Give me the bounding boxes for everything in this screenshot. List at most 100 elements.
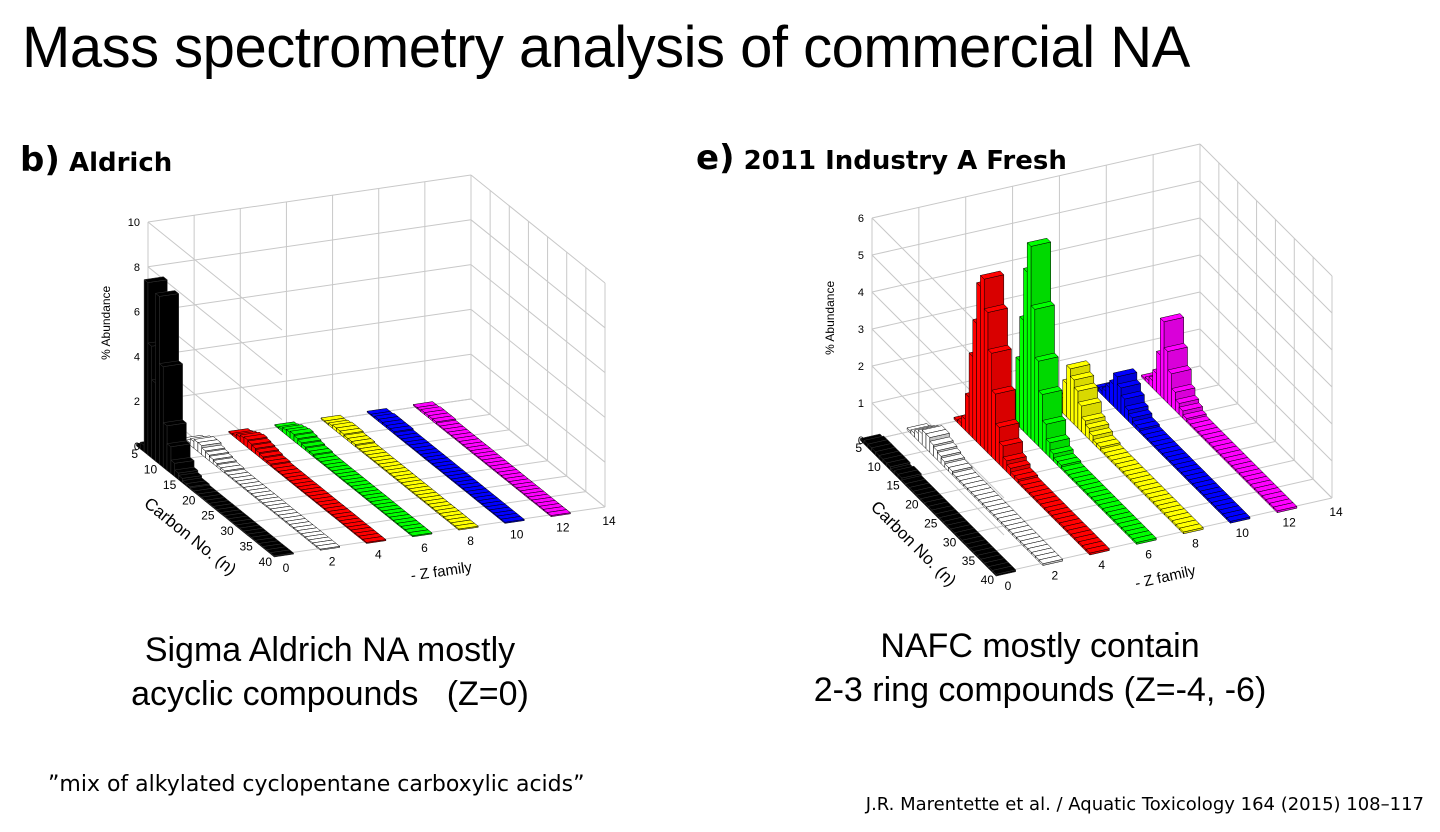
- bar-side-face: [155, 292, 160, 465]
- bar-top-face: [1026, 237, 1052, 247]
- x-axis-title: - Z family: [1133, 562, 1197, 592]
- bar-top-face: [886, 458, 911, 468]
- bar-top-face: [1045, 434, 1071, 444]
- bar-top-face: [1171, 383, 1196, 393]
- z-tick-label: 2: [134, 396, 140, 408]
- bar-side-face: [1062, 379, 1067, 418]
- bar-top-face: [1038, 386, 1063, 395]
- bar-z0-c40: [991, 565, 1017, 577]
- bar-side-face: [1038, 390, 1043, 451]
- x-tick-label: 4: [1098, 558, 1105, 572]
- bar-top-face: [1112, 368, 1138, 378]
- y-tick-label: 40: [259, 555, 273, 569]
- bar-top-face: [1179, 523, 1204, 533]
- bar-top-face: [1120, 390, 1145, 400]
- bar-top-face: [1006, 459, 1031, 469]
- bar-top-face: [979, 270, 1005, 280]
- y-tick-label: 25: [924, 516, 938, 530]
- bar-side-face: [976, 282, 981, 447]
- bar-side-face: [1167, 369, 1172, 408]
- bar-top-face: [1077, 397, 1102, 407]
- bar-top-face: [143, 276, 168, 283]
- bar-top-face: [1002, 452, 1027, 462]
- bar-top-face: [925, 429, 950, 438]
- bar-z0-c40: [269, 549, 295, 558]
- caption-industry-a-line1: NAFC mostly contain: [880, 627, 1200, 665]
- back-wall-gridline: [147, 264, 472, 313]
- bar-top-face: [220, 464, 245, 472]
- bar-top-face: [936, 447, 962, 457]
- bar-top-face: [315, 542, 341, 550]
- z-tick-label: 3: [858, 324, 864, 336]
- bar-top-face: [1128, 409, 1153, 419]
- bar-top-face: [998, 437, 1024, 447]
- bar-side-face: [1077, 401, 1082, 433]
- bar-side-face: [1019, 315, 1024, 432]
- y-tick-label: 30: [943, 535, 957, 549]
- panel-b-name: Aldrich: [68, 148, 173, 178]
- bar-z10-c40: [1226, 512, 1251, 524]
- bar-side-face: [1109, 379, 1114, 407]
- bar-top-face: [308, 448, 334, 455]
- bar-z10-c40: [500, 516, 525, 524]
- bar-top-face: [266, 457, 291, 465]
- series-z10: [1094, 368, 1251, 524]
- bar-side-face: [166, 443, 172, 475]
- bar-top-face: [929, 436, 954, 446]
- right-wall-gridline: [470, 174, 606, 284]
- z-tick-label: 1: [858, 398, 864, 410]
- back-wall-gridline: [147, 353, 472, 402]
- bar-top-face: [247, 438, 272, 445]
- bar-top-face: [1167, 365, 1192, 375]
- bar-side-face: [1015, 356, 1020, 429]
- caption-aldrich-line2: acyclic compounds (Z=0): [131, 675, 529, 713]
- bar-top-face: [362, 536, 387, 543]
- bar-z8-c40: [454, 522, 479, 531]
- bar-top-face: [1013, 471, 1039, 480]
- bar-side-face: [1034, 356, 1039, 447]
- x-tick-label: 2: [1052, 568, 1059, 582]
- bar-z2-c40: [1038, 555, 1064, 567]
- x-tick-label: 12: [556, 521, 570, 535]
- bar-top-face: [204, 448, 230, 456]
- bar-top-face: [1034, 352, 1059, 362]
- x-tick-label: 8: [1192, 537, 1199, 551]
- chart-plot-area: [859, 143, 1333, 577]
- bar-side-face: [1070, 375, 1075, 425]
- right-wall-gridline: [1199, 254, 1333, 388]
- bar-top-face: [1084, 419, 1110, 429]
- panel-e-letter: e): [696, 138, 735, 178]
- bar-side-face: [162, 422, 168, 472]
- bar-side-face: [991, 389, 996, 462]
- series-z0: [859, 433, 1017, 577]
- y-tick-label: 15: [163, 478, 177, 492]
- bar-side-face: [159, 363, 164, 469]
- z-tick-label: 0: [858, 435, 864, 447]
- x-tick-label: 4: [375, 548, 382, 562]
- series-z0: [135, 276, 295, 558]
- bar-side-face: [151, 379, 156, 462]
- bar-top-face: [350, 438, 376, 445]
- bar-top-face: [197, 439, 222, 446]
- bar-side-face: [968, 352, 974, 439]
- bar-top-face: [948, 462, 973, 472]
- z-tick-label: 10: [128, 217, 140, 229]
- bar-side-face: [1163, 347, 1169, 404]
- bar-top-face: [289, 428, 314, 435]
- z-tick-label: 4: [858, 287, 864, 299]
- bar-side-face: [1030, 304, 1036, 444]
- x-tick-label: 6: [1145, 547, 1152, 561]
- bar-z12-c40: [546, 509, 572, 518]
- bar-side-face: [1113, 372, 1118, 411]
- bar-top-face: [1178, 402, 1204, 412]
- bar-z6-c40: [1132, 534, 1157, 546]
- z-tick-label: 4: [134, 351, 140, 363]
- right-wall-gridline: [1199, 291, 1333, 425]
- x-tick-label: 14: [1329, 505, 1343, 519]
- x-tick-label: 0: [283, 561, 290, 575]
- chart-aldrich: 0 2 4 6 8 10 5 10 15 20 25 30 35 40 0 2 4 6 8 10 12 14 % Abund…: [99, 174, 616, 585]
- bar-top-face: [1226, 512, 1251, 522]
- y-tick-label: 20: [182, 493, 196, 507]
- y-tick-label: 20: [905, 498, 919, 512]
